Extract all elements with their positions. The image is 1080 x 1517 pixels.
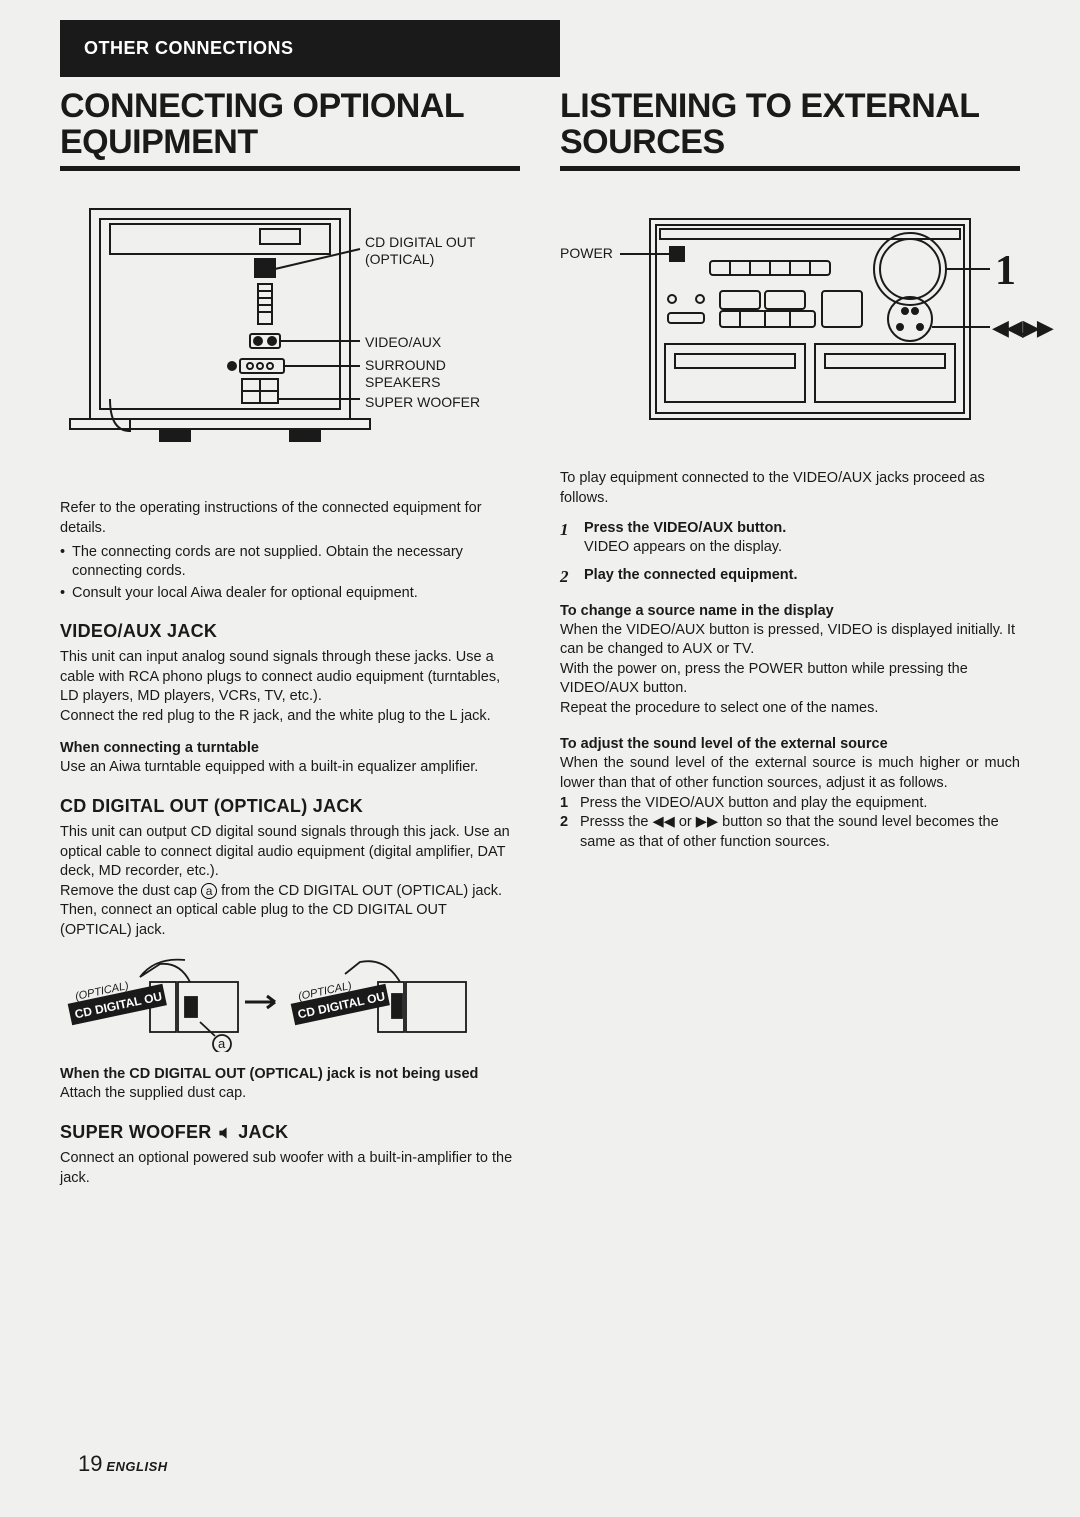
change-name-heading: To change a source name in the display xyxy=(560,603,1020,619)
label-super-woofer: SUPER WOOFER xyxy=(365,394,485,411)
label-surround: SURROUND SPEAKERS xyxy=(365,357,485,391)
nav-buttons-icon: ◀◀,▶▶ xyxy=(992,315,1051,341)
optical-p2: Remove the dust cap a from the CD DIGITA… xyxy=(60,882,520,941)
woofer-p: Connect an optional powered sub woofer w… xyxy=(60,1149,520,1188)
optical-cable-diagram: (OPTICAL) CD DIGITAL OU a xyxy=(60,952,520,1052)
right-column: LISTENING TO EXTERNAL SOURCES xyxy=(560,89,1020,1188)
step-number: 2 xyxy=(560,566,576,589)
optical-notused-p: Attach the supplied dust cap. xyxy=(60,1084,520,1104)
change-name-p2: With the power on, press the POWER butto… xyxy=(560,660,1020,699)
page-number: 19 xyxy=(78,1451,102,1476)
adjust-heading: To adjust the sound level of the externa… xyxy=(560,736,1020,752)
rear-panel-diagram: CD DIGITAL OUT (OPTICAL) VIDEO/AUX SURRO… xyxy=(60,199,520,479)
note-item: Consult your local Aiwa dealer for optio… xyxy=(60,584,520,604)
front-panel-diagram: POWER 1 ◀◀,▶▶ xyxy=(560,199,1020,449)
rewind-icon: ◀◀ xyxy=(653,814,675,830)
step-item: 2 Play the connected equipment. xyxy=(560,566,1020,589)
page-footer: 19 ENGLISH xyxy=(78,1451,168,1477)
underline xyxy=(60,166,520,171)
intro-text: Refer to the operating instructions of t… xyxy=(60,499,520,538)
label-power: POWER xyxy=(560,245,613,261)
underline xyxy=(560,166,1020,171)
label-video-aux: VIDEO/AUX xyxy=(365,334,441,351)
videoaux-p1: This unit can input analog sound signals… xyxy=(60,648,520,707)
steps-list: 1 Press the VIDEO/AUX button. VIDEO appe… xyxy=(560,519,1020,589)
adjust-item: 1 Press the VIDEO/AUX button and play th… xyxy=(560,794,1020,814)
forward-icon: ▶▶ xyxy=(696,814,718,830)
woofer-heading: SUPER WOOFER JACK xyxy=(60,1122,520,1143)
left-title: CONNECTING OPTIONAL EQUIPMENT xyxy=(60,89,520,160)
step-title: Play the connected equipment. xyxy=(584,567,798,583)
adjust-list: 1 Press the VIDEO/AUX button and play th… xyxy=(560,794,1020,853)
change-name-p1: When the VIDEO/AUX button is pressed, VI… xyxy=(560,621,1020,660)
videoaux-heading: VIDEO/AUX JACK xyxy=(60,621,520,642)
right-intro: To play equipment connected to the VIDEO… xyxy=(560,469,1020,508)
two-column-layout: CONNECTING OPTIONAL EQUIPMENT xyxy=(60,89,1020,1188)
videoaux-p2: Connect the red plug to the R jack, and … xyxy=(60,707,520,727)
right-title: LISTENING TO EXTERNAL SOURCES xyxy=(560,89,1020,160)
step-number: 1 xyxy=(560,519,576,558)
notes-list: The connecting cords are not supplied. O… xyxy=(60,543,520,604)
optical-notused-heading: When the CD DIGITAL OUT (OPTICAL) jack i… xyxy=(60,1066,520,1082)
change-name-p3: Repeat the procedure to select one of th… xyxy=(560,699,1020,719)
section-header-bar: OTHER CONNECTIONS xyxy=(60,20,560,77)
svg-text:a: a xyxy=(218,1036,226,1051)
label-cd-digital-out: CD DIGITAL OUT (OPTICAL) xyxy=(365,234,515,268)
page-language: ENGLISH xyxy=(106,1459,167,1474)
speaker-icon xyxy=(217,1124,233,1142)
front-panel-svg xyxy=(560,199,1020,439)
optical-p1: This unit can output CD digital sound si… xyxy=(60,823,520,882)
note-item: The connecting cords are not supplied. O… xyxy=(60,543,520,582)
adjust-item: 2 Presss the ◀◀ or ▶▶ button so that the… xyxy=(560,813,1020,852)
left-column: CONNECTING OPTIONAL EQUIPMENT xyxy=(60,89,520,1188)
circled-a-icon: a xyxy=(201,883,217,899)
section-header-text: OTHER CONNECTIONS xyxy=(84,38,294,58)
turntable-p: Use an Aiwa turntable equipped with a bu… xyxy=(60,758,520,778)
callout-1-icon: 1 xyxy=(995,247,1016,295)
step-title: Press the VIDEO/AUX button. xyxy=(584,520,786,536)
step-item: 1 Press the VIDEO/AUX button. VIDEO appe… xyxy=(560,519,1020,558)
adjust-p: When the sound level of the external sou… xyxy=(560,754,1020,793)
turntable-heading: When connecting a turntable xyxy=(60,740,520,756)
optical-svg: (OPTICAL) CD DIGITAL OU a xyxy=(60,952,480,1052)
optical-heading: CD DIGITAL OUT (OPTICAL) JACK xyxy=(60,796,520,817)
step-desc: VIDEO appears on the display. xyxy=(584,539,782,555)
